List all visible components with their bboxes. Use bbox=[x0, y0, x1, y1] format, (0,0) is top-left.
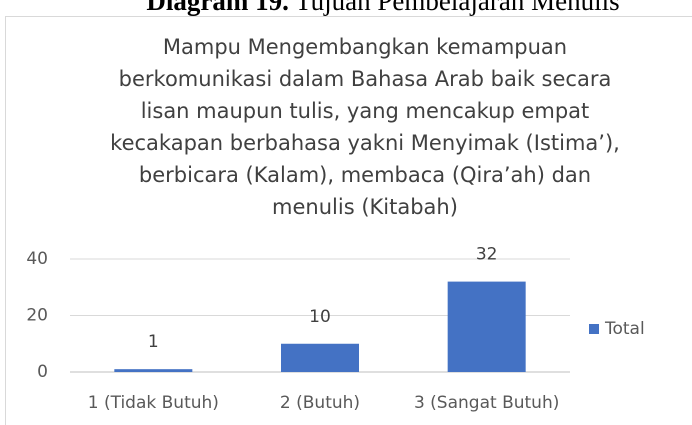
y-tick-label: 40 bbox=[26, 249, 48, 269]
legend-label: Total bbox=[604, 319, 645, 339]
chart-title: berkomunikasi dalam Bahasa Arab baik sec… bbox=[119, 67, 612, 91]
chart-title: menulis (Kitabah) bbox=[272, 195, 458, 219]
data-label: 32 bbox=[476, 245, 498, 265]
caption-text: Tujuan Pembelajaran Menulis bbox=[295, 0, 619, 16]
bar bbox=[281, 343, 359, 372]
chart-title: Mampu Mengembangkan kemampuan bbox=[163, 35, 567, 59]
caption-label: Diagram 19. bbox=[146, 0, 288, 16]
caption: Diagram 19. Tujuan Pembelajaran Menulis bbox=[146, 0, 619, 16]
chart-title: lisan maupun tulis, yang mencakup empat bbox=[141, 99, 590, 123]
chart-border bbox=[5, 16, 692, 425]
x-tick-label: 2 (Butuh) bbox=[280, 393, 360, 413]
chart-title: kecakapan berbahasa yakni Menyimak (Isti… bbox=[110, 131, 620, 155]
chart-title: berbicara (Kalam), membaca (Qira’ah) dan bbox=[139, 163, 591, 187]
data-label: 10 bbox=[309, 307, 331, 327]
bar bbox=[114, 369, 193, 372]
y-tick-label: 0 bbox=[37, 362, 48, 382]
bar bbox=[447, 281, 526, 372]
y-tick-label: 20 bbox=[26, 306, 48, 326]
data-label: 1 bbox=[148, 332, 159, 352]
x-tick-label: 1 (Tidak Butuh) bbox=[88, 393, 219, 413]
x-tick-label: 3 (Sangat Butuh) bbox=[414, 393, 559, 413]
legend-swatch bbox=[589, 324, 599, 334]
